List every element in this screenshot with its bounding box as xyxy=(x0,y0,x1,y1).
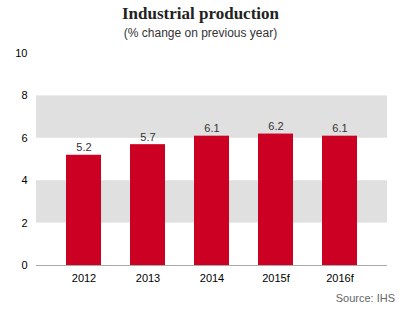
svg-text:10: 10 xyxy=(15,47,27,59)
svg-text:2016f: 2016f xyxy=(326,272,354,284)
svg-text:6.1: 6.1 xyxy=(204,122,219,134)
html-text:(% change on previous year): (% change on previous year) xyxy=(123,26,278,40)
svg-text:6.1: 6.1 xyxy=(332,122,347,134)
html-text:Source: IHS: Source: IHS xyxy=(335,292,395,304)
svg-text:6: 6 xyxy=(21,132,27,144)
svg-text:2012: 2012 xyxy=(72,272,96,284)
svg-text:2: 2 xyxy=(21,217,27,229)
svg-text:2014: 2014 xyxy=(200,272,224,284)
svg-text:6.2: 6.2 xyxy=(268,120,283,132)
svg-text:5.2: 5.2 xyxy=(76,141,91,153)
svg-text:5.7: 5.7 xyxy=(140,131,155,143)
svg-text:4: 4 xyxy=(21,174,27,186)
svg-text:0: 0 xyxy=(21,259,27,271)
svg-text:2015f: 2015f xyxy=(262,272,290,284)
svg-text:2013: 2013 xyxy=(136,272,160,284)
html-text:Industrial production: Industrial production xyxy=(122,4,279,23)
svg-text:8: 8 xyxy=(21,89,27,101)
